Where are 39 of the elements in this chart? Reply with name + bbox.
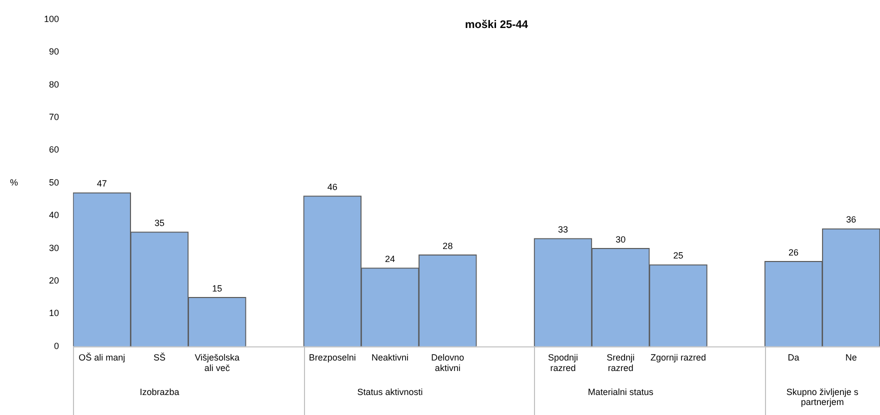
x-tick-label: Srednji razred [606, 352, 635, 374]
data-label: 33 [558, 224, 568, 234]
x-tick-label: OŠ ali manj [78, 352, 126, 362]
data-label: 24 [385, 254, 396, 264]
text: Izobrazba [140, 386, 180, 397]
y-tick-label: 80 [49, 79, 60, 90]
y-tick-label: 60 [49, 144, 60, 155]
x-tick-label: Delovno aktivni [431, 352, 464, 374]
data-label: 35 [154, 218, 164, 228]
x-tick-label: Neaktivni [372, 352, 409, 362]
y-tick-label: 100 [44, 14, 60, 24]
text: Status aktivnosti [357, 386, 423, 397]
chart-title: moški 25-44 [465, 19, 529, 31]
data-label: 15 [212, 283, 222, 294]
x-tick-label: Višješolska ali več [194, 352, 240, 374]
x-tick-label: Spodnji razred [548, 352, 578, 374]
x-tick-label: Ne [845, 352, 857, 362]
data-label: 25 [673, 250, 684, 261]
data-label: 36 [846, 214, 856, 225]
y-axis-title: % [10, 177, 18, 188]
y-tick-label: 0 [54, 340, 60, 351]
x-tick-label: SŠ [153, 352, 166, 362]
data-label: 46 [327, 182, 338, 192]
y-tick-label: 40 [49, 210, 60, 220]
text: Skupno življenje s partnerjem [786, 386, 859, 407]
y-tick-label: 20 [49, 275, 60, 286]
data-label: 26 [788, 247, 799, 258]
y-tick-label: 90 [49, 46, 60, 57]
data-label: 47 [96, 178, 107, 189]
y-tick-label: 30 [49, 242, 60, 253]
x-tick-label: Zgornji razred [650, 352, 706, 362]
y-tick-label: 10 [49, 308, 60, 318]
text: Materialni status [588, 386, 654, 397]
y-tick-label: 70 [49, 112, 60, 122]
y-tick-label: 50 [49, 177, 60, 188]
x-tick-label: Da [788, 352, 800, 362]
data-label: 28 [442, 240, 453, 251]
x-tick-label: Brezposelni [308, 352, 356, 362]
data-label: 30 [616, 234, 626, 244]
